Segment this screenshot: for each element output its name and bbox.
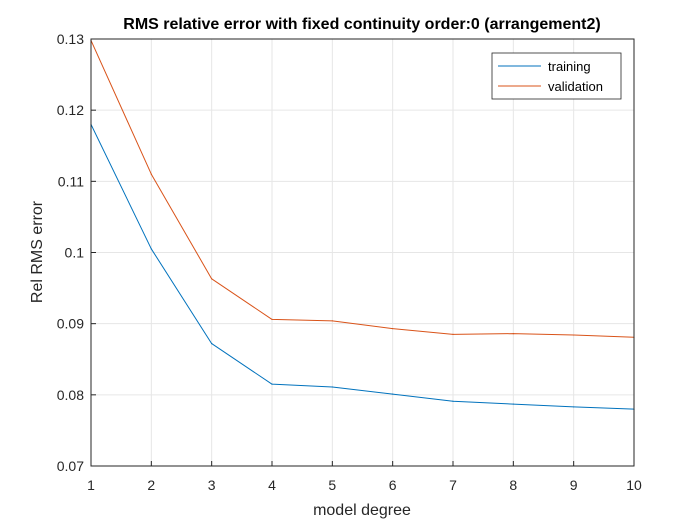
legend-label-training: training <box>548 59 591 74</box>
legend-box <box>491 52 622 100</box>
data-point-validation <box>512 333 514 335</box>
series-line-training <box>90 124 635 410</box>
x-tick-label: 3 <box>208 477 216 493</box>
data-point-validation <box>392 328 394 330</box>
data-point-validation <box>331 320 333 322</box>
y-tick-label: 0.09 <box>57 316 84 332</box>
ticks: 1 2 3 4 5 6 7 8 9 10 0.07 0.08 0.09 0.1 0.11 0.12 0.13 <box>57 31 642 493</box>
x-tick-label: 7 <box>449 477 457 493</box>
chart-title: RMS relative error with fixed continuity… <box>123 16 600 33</box>
data-point-training <box>452 400 454 402</box>
x-tick-label: 4 <box>268 477 276 493</box>
y-tick-label: 0.08 <box>57 387 84 403</box>
x-axis-label: model degree <box>313 502 411 519</box>
y-tick-label: 0.12 <box>57 102 84 118</box>
y-tick-label: 0.07 <box>57 458 84 474</box>
legend: training validation <box>491 52 622 100</box>
x-tick-label: 5 <box>328 477 336 493</box>
x-tick-label: 1 <box>87 477 95 493</box>
data-point-validation <box>452 333 454 335</box>
x-tick-label: 10 <box>626 477 642 493</box>
data-point-training <box>271 383 273 385</box>
y-tick-label: 0.1 <box>65 245 85 261</box>
data-point-training <box>573 406 575 408</box>
data-point-validation <box>271 318 273 320</box>
data-point-training <box>512 403 514 405</box>
series-layer <box>90 39 635 410</box>
series-line-validation <box>90 40 635 338</box>
data-point-validation <box>150 173 152 175</box>
x-tick-label: 9 <box>570 477 578 493</box>
x-tick-label: 6 <box>389 477 397 493</box>
legend-label-validation: validation <box>548 79 603 94</box>
data-point-training <box>392 393 394 395</box>
y-tick-label: 0.11 <box>58 173 84 189</box>
data-point-training <box>211 342 213 345</box>
x-tick-label: 2 <box>147 477 155 493</box>
data-point-training <box>331 386 333 388</box>
data-point-validation <box>211 278 213 280</box>
data-point-training <box>150 248 152 250</box>
y-axis-label: Rel RMS error <box>29 200 46 303</box>
x-tick-label: 8 <box>509 477 517 493</box>
data-point-validation <box>573 334 575 336</box>
y-tick-label: 0.13 <box>57 31 84 47</box>
